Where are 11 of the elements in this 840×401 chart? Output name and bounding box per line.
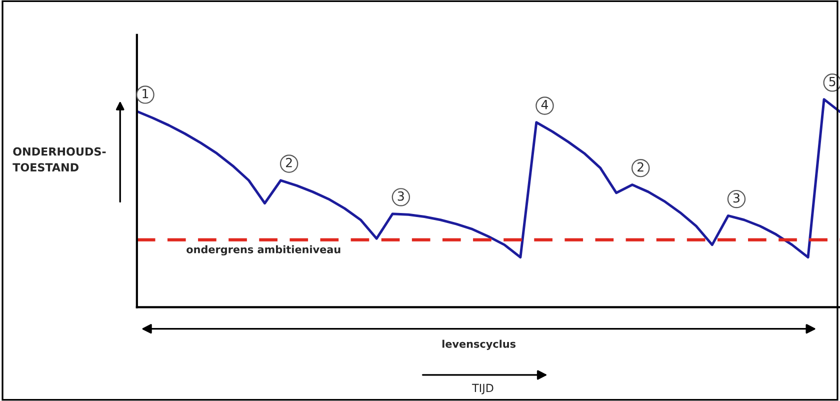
text: 5: [829, 76, 836, 86]
y-axis-title: ONDERHOUDS- TOESTAND: [12, 147, 106, 172]
annotation: 3: [733, 193, 740, 203]
text: 1: [142, 89, 148, 98]
ref-line-label: ondergrens ambitieniveau: [186, 245, 340, 256]
annotation: 2: [638, 162, 644, 172]
text: TIJD: [472, 384, 494, 394]
text: levenscyclus: [442, 340, 516, 350]
annotation: 4: [541, 100, 548, 110]
annotation: 3: [398, 191, 404, 201]
annotation: 2: [286, 158, 292, 168]
